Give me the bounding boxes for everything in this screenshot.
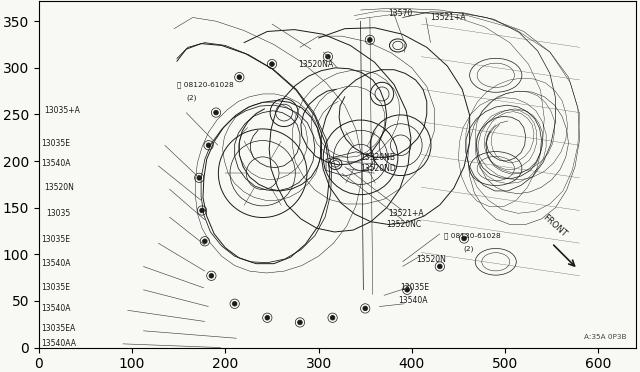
Circle shape xyxy=(265,315,269,320)
Text: (2): (2) xyxy=(186,94,196,101)
Circle shape xyxy=(367,38,372,42)
Text: FRONT: FRONT xyxy=(541,212,568,238)
Circle shape xyxy=(405,288,410,292)
Text: 13035+A: 13035+A xyxy=(44,106,80,115)
Circle shape xyxy=(326,54,330,59)
Text: 13540A: 13540A xyxy=(398,296,428,305)
Text: 13540AA: 13540AA xyxy=(41,339,76,348)
Text: 13520NB: 13520NB xyxy=(360,153,396,162)
Text: 13521+A: 13521+A xyxy=(388,209,424,218)
Circle shape xyxy=(330,315,335,320)
Text: 13520N: 13520N xyxy=(417,256,446,264)
Text: A:35A 0P3B: A:35A 0P3B xyxy=(584,334,627,340)
Text: 13540A: 13540A xyxy=(41,159,70,169)
Circle shape xyxy=(206,143,211,148)
Text: 13035E: 13035E xyxy=(41,283,70,292)
Text: 13035E: 13035E xyxy=(41,235,70,244)
Text: 13035EA: 13035EA xyxy=(41,324,75,333)
Text: 13540A: 13540A xyxy=(41,304,70,313)
Text: 13520NA: 13520NA xyxy=(298,60,333,68)
Text: Ⓑ 08120-61028: Ⓑ 08120-61028 xyxy=(445,232,501,239)
Circle shape xyxy=(363,306,367,311)
Circle shape xyxy=(202,239,207,244)
Circle shape xyxy=(461,236,467,241)
Circle shape xyxy=(269,62,275,67)
Circle shape xyxy=(197,176,202,180)
Text: 13035E: 13035E xyxy=(401,283,429,292)
Text: 13570: 13570 xyxy=(388,9,413,18)
Circle shape xyxy=(237,75,242,80)
Text: 13521+A: 13521+A xyxy=(431,13,466,22)
Text: Ⓑ 08120-61028: Ⓑ 08120-61028 xyxy=(177,81,234,88)
Circle shape xyxy=(214,110,218,115)
Text: (2): (2) xyxy=(463,246,474,252)
Text: 13035E: 13035E xyxy=(41,139,70,148)
Circle shape xyxy=(298,320,302,325)
Circle shape xyxy=(209,273,214,278)
Text: 13520N: 13520N xyxy=(44,183,74,192)
Text: 13035: 13035 xyxy=(46,209,70,218)
Text: 13520ND: 13520ND xyxy=(360,164,396,173)
Text: 13540A: 13540A xyxy=(41,259,70,268)
Circle shape xyxy=(438,264,442,269)
Circle shape xyxy=(200,208,204,213)
Circle shape xyxy=(232,301,237,306)
Text: 13520NC: 13520NC xyxy=(387,220,422,229)
